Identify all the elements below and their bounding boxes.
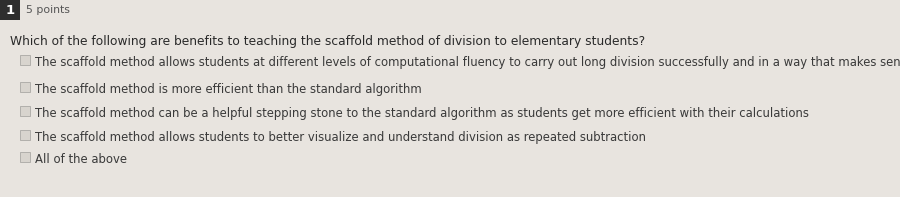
Bar [20, 55, 30, 65]
Bar [20, 82, 30, 92]
Bar [20, 106, 30, 116]
Bar [20, 130, 30, 140]
Text: Which of the following are benefits to teaching the scaffold method of division : Which of the following are benefits to t… [10, 35, 645, 48]
Text: 1: 1 [5, 4, 14, 17]
Text: The scaffold method can be a helpful stepping stone to the standard algorithm as: The scaffold method can be a helpful ste… [35, 107, 809, 120]
Text: 5 points: 5 points [26, 5, 70, 15]
Text: The scaffold method is more efficient than the standard algorithm: The scaffold method is more efficient th… [35, 83, 422, 96]
Bar [20, 152, 30, 162]
Text: The scaffold method allows students to better visualize and understand division : The scaffold method allows students to b… [35, 131, 646, 144]
Text: All of the above: All of the above [35, 153, 127, 166]
Bar [0, 0, 20, 20]
Text: The scaffold method allows students at different levels of computational fluency: The scaffold method allows students at d… [35, 56, 900, 69]
